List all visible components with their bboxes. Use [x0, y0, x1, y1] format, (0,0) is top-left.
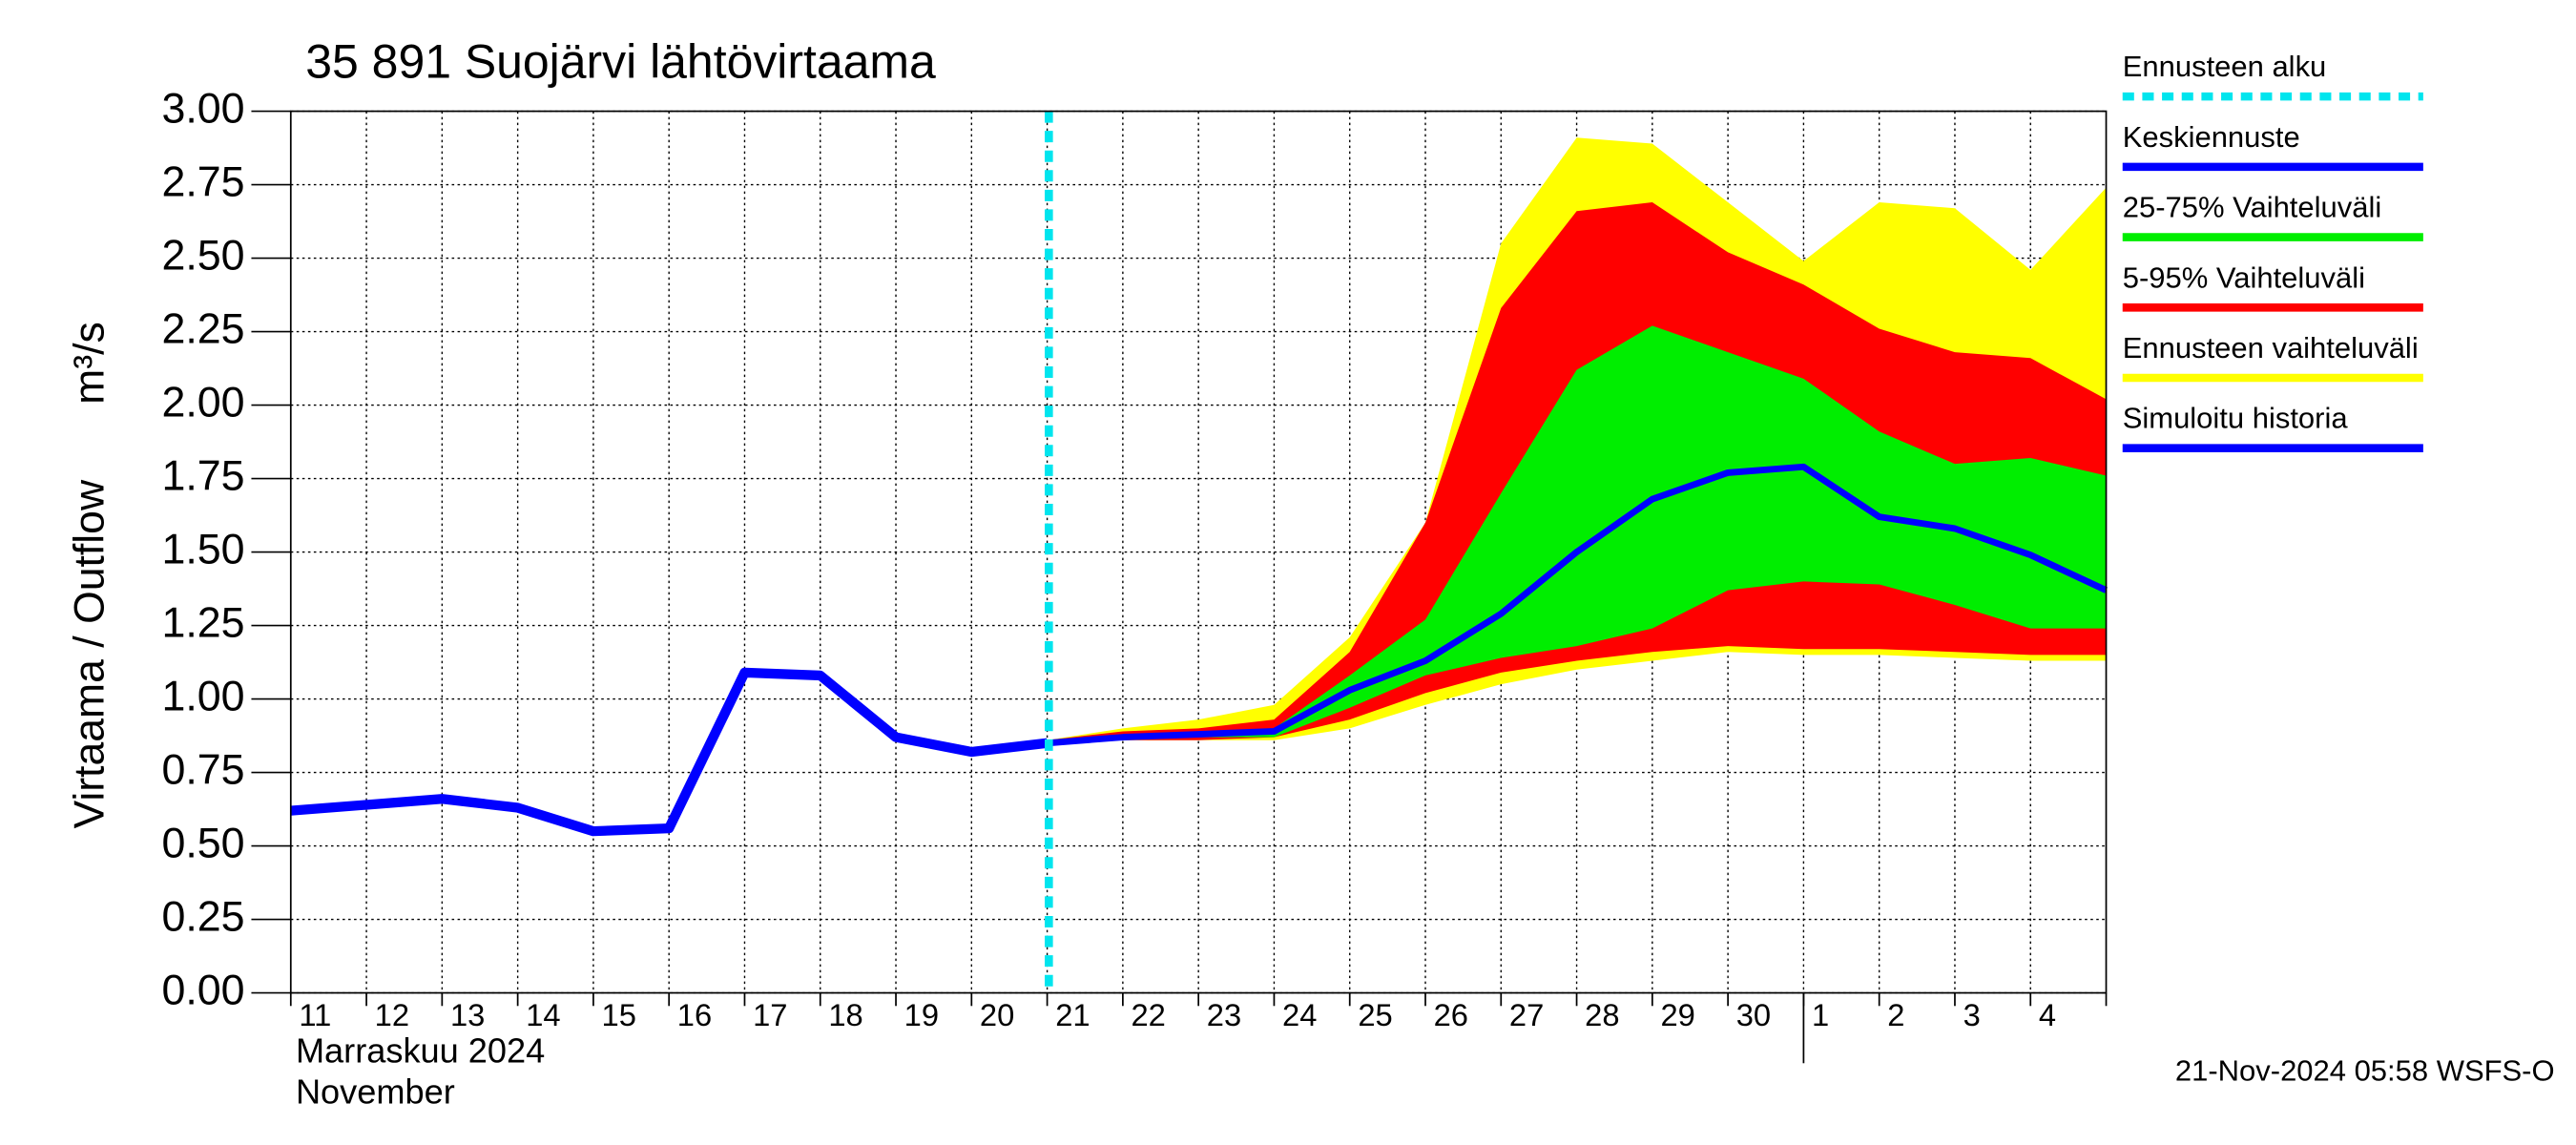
x-tick-label: 15 [602, 997, 636, 1032]
y-tick-label: 2.75 [161, 158, 244, 205]
y-tick-label: 1.75 [161, 452, 244, 499]
x-tick-label: 2 [1887, 997, 1904, 1032]
x-tick-label: 18 [828, 997, 862, 1032]
y-tick-label: 2.25 [161, 305, 244, 352]
y-tick-label: 1.00 [161, 673, 244, 719]
x-tick-label: 25 [1358, 997, 1392, 1032]
x-tick-label: 22 [1131, 997, 1165, 1032]
x-tick-label: 28 [1585, 997, 1619, 1032]
y-tick-label: 1.50 [161, 526, 244, 572]
y-tick-label: 0.25 [161, 893, 244, 940]
chart-title: 35 891 Suojärvi lähtövirtaama [305, 35, 936, 89]
x-tick-label: 12 [375, 997, 409, 1032]
footer: 21-Nov-2024 05:58 WSFS-O [2175, 1054, 2555, 1088]
y-tick-label: 1.25 [161, 599, 244, 646]
x-tick-label: 17 [753, 997, 787, 1032]
y-tick-label: 3.00 [161, 85, 244, 132]
x-tick-label: 21 [1055, 997, 1090, 1032]
legend-label: Ennusteen alku [2123, 50, 2327, 83]
x-tick-label: 4 [2039, 997, 2056, 1032]
x-tick-label: 29 [1660, 997, 1694, 1032]
y-tick-label: 0.75 [161, 746, 244, 793]
y-tick-label: 2.50 [161, 232, 244, 279]
x-axis-label: November [296, 1072, 455, 1111]
legend-label: Keskiennuste [2123, 120, 2300, 154]
x-tick-label: 11 [299, 997, 331, 1032]
x-tick-label: 16 [677, 997, 712, 1032]
y-tick-label: 2.00 [161, 379, 244, 426]
series-line [1047, 463, 2108, 747]
x-tick-label: 26 [1434, 997, 1468, 1032]
x-tick-label: 24 [1282, 997, 1317, 1032]
x-tick-label: 14 [526, 997, 560, 1032]
x-tick-label: 20 [980, 997, 1014, 1032]
band-area [1047, 325, 2107, 743]
legend-label: 5-95% Vaihteluväli [2123, 260, 2365, 294]
x-tick-label: 13 [450, 997, 485, 1032]
y-axis-unit: m³/s [66, 322, 113, 405]
x-tick-label: 23 [1207, 997, 1241, 1032]
x-axis-label: Marraskuu 2024 [296, 1031, 545, 1071]
plot-frame [289, 110, 2108, 994]
y-tick-label: 0.00 [161, 967, 244, 1013]
legend-label: Ennusteen vaihteluväli [2123, 331, 2419, 364]
y-axis-label: Virtaama / Outflow [66, 479, 113, 828]
legend-label: Simuloitu historia [2123, 402, 2349, 435]
x-tick-label: 1 [1812, 997, 1829, 1032]
legend-label: 25-75% Vaihteluväli [2123, 191, 2381, 224]
x-tick-label: 19 [904, 997, 939, 1032]
y-tick-label: 0.50 [161, 820, 244, 866]
x-tick-label: 30 [1736, 997, 1771, 1032]
series-line [290, 667, 1049, 837]
x-tick-label: 3 [1963, 997, 1981, 1032]
x-tick-label: 27 [1509, 997, 1544, 1032]
